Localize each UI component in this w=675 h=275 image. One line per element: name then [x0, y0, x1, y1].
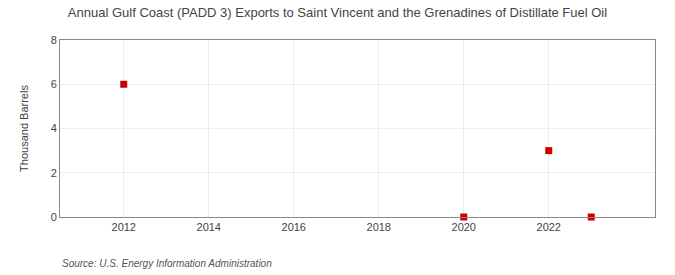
svg-text:Source: U.S. Energy Informatio: Source: U.S. Energy Information Administ…	[62, 258, 272, 269]
svg-text:0: 0	[51, 211, 57, 223]
svg-text:8: 8	[51, 34, 57, 46]
svg-text:2012: 2012	[112, 221, 136, 233]
svg-text:6: 6	[51, 78, 57, 90]
svg-text:2022: 2022	[537, 221, 561, 233]
svg-text:2: 2	[51, 167, 57, 179]
svg-text:2020: 2020	[452, 221, 476, 233]
svg-text:Thousand Barrels: Thousand Barrels	[18, 85, 30, 172]
svg-text:2014: 2014	[197, 221, 221, 233]
svg-text:2018: 2018	[367, 221, 391, 233]
svg-text:4: 4	[51, 122, 57, 134]
svg-text:2016: 2016	[282, 221, 306, 233]
svg-text:Annual Gulf Coast (PADD 3) Exp: Annual Gulf Coast (PADD 3) Exports to Sa…	[68, 5, 607, 20]
